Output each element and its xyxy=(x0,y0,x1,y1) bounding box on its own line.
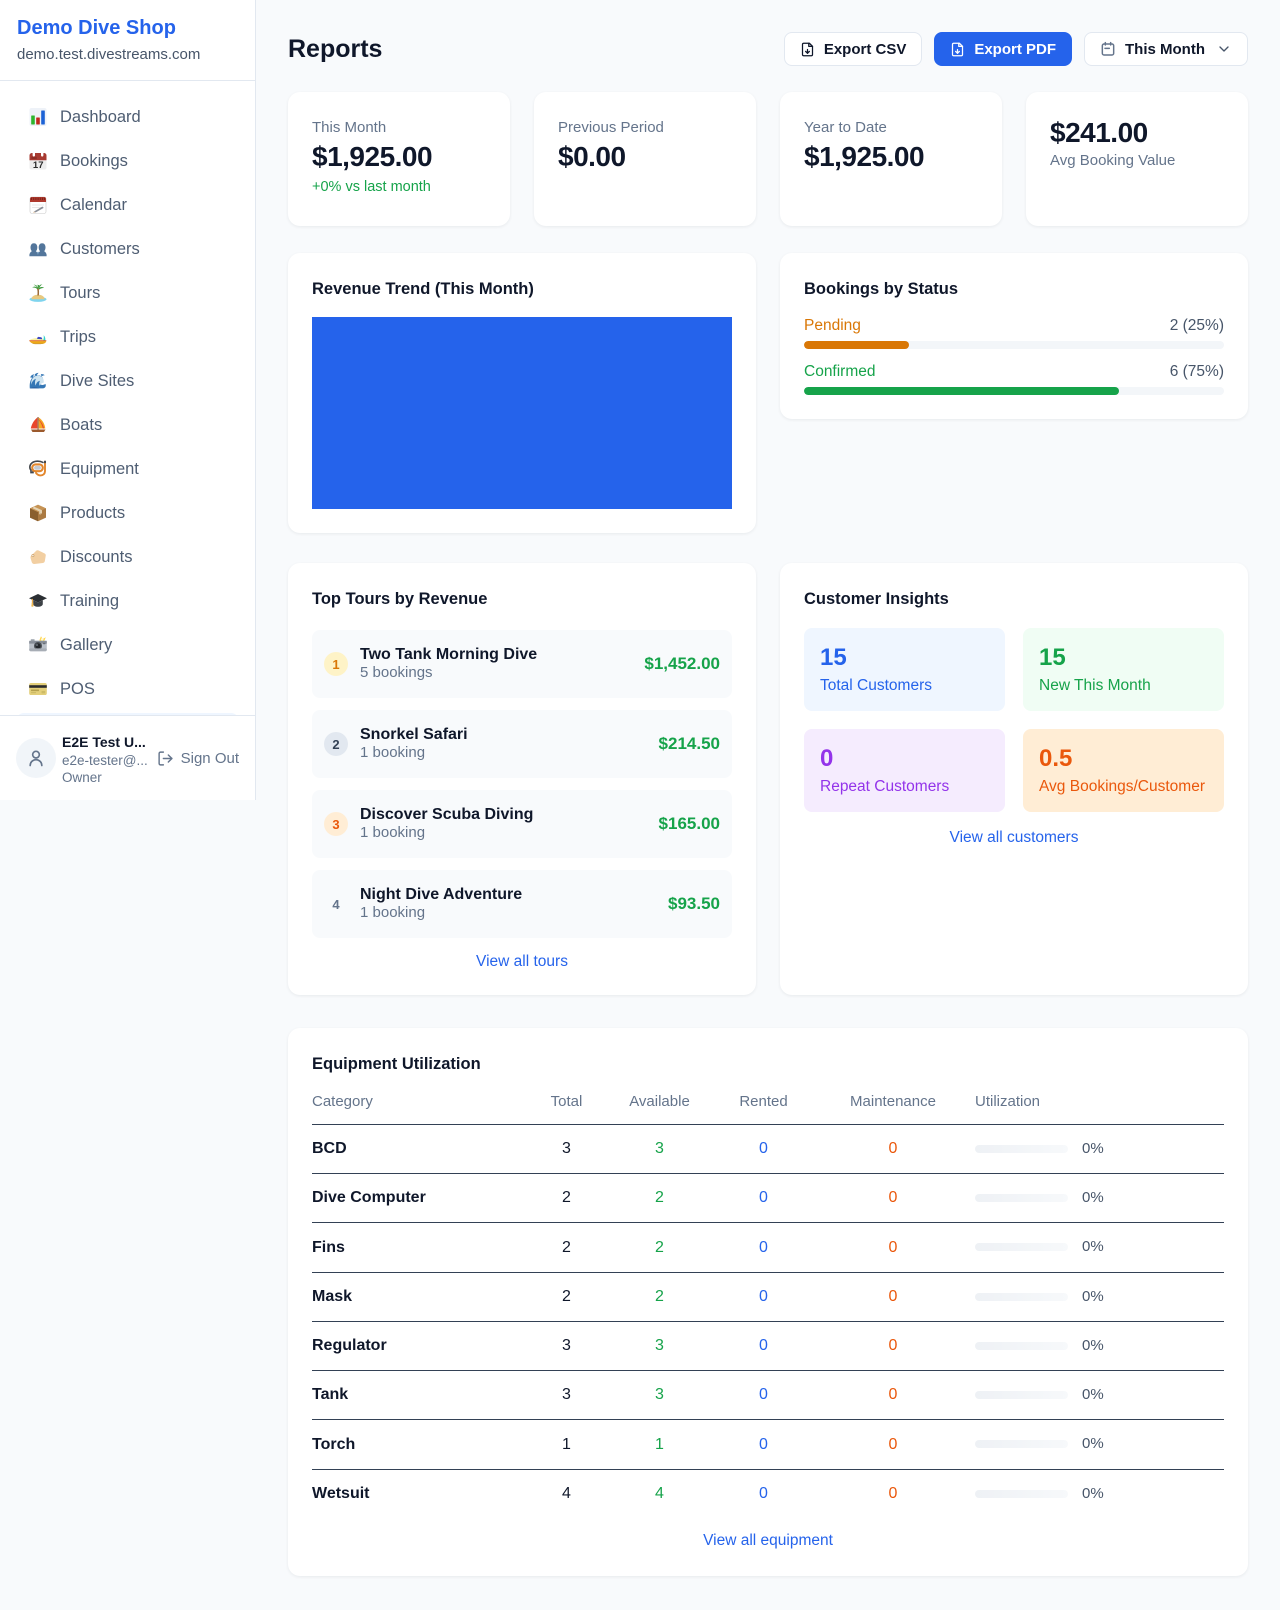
svg-text:17: 17 xyxy=(33,160,44,171)
